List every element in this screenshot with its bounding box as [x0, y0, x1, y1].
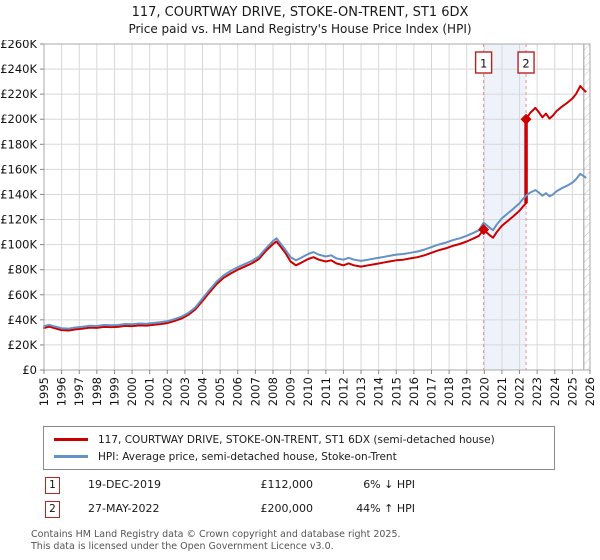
page-subtitle: Price paid vs. HM Land Registry's House … — [128, 22, 472, 36]
x-axis-tick-label: 2019 — [460, 377, 474, 406]
y-axis-tick-label: £160K — [0, 162, 37, 176]
transaction-date: 19-DEC-2019 — [88, 478, 162, 491]
y-axis-tick-label: £180K — [0, 137, 37, 151]
x-axis-tick-label: 2006 — [231, 377, 245, 406]
legend-item-hpi: HPI: Average price, semi-detached house,… — [54, 448, 554, 465]
x-axis-tick-label: 2010 — [301, 377, 315, 406]
transaction-date: 27-MAY-2022 — [88, 502, 160, 515]
x-axis-tick-label: 2011 — [319, 377, 333, 406]
between-sales-band — [483, 44, 527, 370]
transaction-price: £112,000 — [260, 478, 314, 491]
x-axis-tick-label: 2000 — [125, 377, 139, 406]
sale-number-label: 2 — [522, 57, 529, 71]
y-axis-tick-label: £220K — [0, 87, 37, 101]
x-axis-tick-label: 1999 — [107, 377, 121, 406]
y-axis-tick-label: £40K — [8, 313, 38, 327]
transaction-price: £200,000 — [260, 502, 314, 515]
attribution-line-2: This data is licensed under the Open Gov… — [31, 540, 334, 552]
x-axis-tick-label: 2015 — [389, 377, 403, 406]
x-axis-tick-label: 2016 — [407, 377, 421, 406]
y-axis-tick-label: £240K — [0, 62, 37, 76]
x-axis-tick-label: 2003 — [178, 377, 192, 406]
transaction-hpi-diff: 44% ↑ HPI — [356, 502, 415, 515]
x-axis-tick-label: 2020 — [477, 377, 491, 406]
x-axis-tick-label: 2007 — [248, 377, 262, 406]
y-axis-tick-label: £80K — [8, 263, 38, 277]
x-axis-tick-label: 1995 — [37, 377, 51, 406]
x-axis-tick-label: 2002 — [160, 377, 174, 406]
attribution-footer: Contains HM Land Registry data © Crown c… — [31, 529, 591, 552]
x-axis-tick-label: 2024 — [548, 377, 562, 406]
x-axis-tick-label: 2018 — [442, 377, 456, 406]
x-axis-tick-label: 2026 — [583, 377, 597, 406]
sale-marker-diamond-1 — [478, 224, 490, 236]
hpi-line-swatch — [54, 455, 88, 458]
x-axis-tick-label: 2001 — [143, 377, 157, 406]
y-axis-tick-label: £120K — [0, 213, 37, 227]
y-axis-tick-label: £0 — [22, 363, 37, 377]
x-axis-tick-label: 2021 — [495, 377, 509, 406]
x-axis-tick-label: 2017 — [424, 377, 438, 406]
transaction-number-badge: 2 — [45, 501, 60, 518]
y-axis-tick-label: £140K — [0, 187, 37, 201]
page-title: 117, COURTWAY DRIVE, STOKE-ON-TRENT, ST1… — [131, 5, 469, 20]
x-axis-tick-label: 2009 — [284, 377, 298, 406]
x-axis-tick-label: 2014 — [372, 377, 386, 406]
transaction-row-2: 2 27-MAY-2022 £200,000 44% ↑ HPI — [45, 501, 555, 521]
x-axis-tick-label: 2022 — [513, 377, 527, 406]
sale-marker-diamond-2 — [520, 113, 532, 125]
transaction-number-badge: 1 — [45, 477, 60, 494]
chart-legend: 117, COURTWAY DRIVE, STOKE-ON-TRENT, ST1… — [43, 426, 555, 470]
x-axis-tick-label: 1998 — [90, 377, 104, 406]
transaction-hpi-diff: 6% ↓ HPI — [363, 478, 415, 491]
x-axis-tick-label: 2005 — [213, 377, 227, 406]
x-axis-tick-label: 2025 — [565, 377, 579, 406]
sale-number-box-1 — [474, 51, 493, 74]
hpi-average-line — [43, 172, 587, 330]
attribution-line-1: Contains HM Land Registry data © Crown c… — [31, 529, 401, 540]
property-line-swatch — [54, 438, 88, 441]
sale-number-label: 1 — [480, 57, 487, 71]
y-axis-tick-label: £60K — [8, 288, 38, 302]
y-axis-tick-label: £260K — [0, 40, 37, 51]
x-axis-tick-label: 1996 — [55, 377, 69, 406]
legend-item-property: 117, COURTWAY DRIVE, STOKE-ON-TRENT, ST1… — [54, 431, 554, 448]
legend-label: HPI: Average price, semi-detached house,… — [98, 450, 397, 463]
price-history-chart: £0 £20K £40K £60K £80K £100K £120K £140K £160K £1… — [0, 40, 597, 406]
x-axis-tick-label: 2023 — [530, 377, 544, 406]
legend-label: 117, COURTWAY DRIVE, STOKE-ON-TRENT, ST1… — [98, 433, 495, 446]
x-axis-tick-label: 2004 — [196, 377, 210, 406]
y-axis-tick-label: £100K — [0, 238, 37, 252]
y-axis-tick-label: £20K — [8, 338, 38, 352]
x-axis-tick-label: 2013 — [354, 377, 368, 406]
transaction-row-1: 1 19-DEC-2019 £112,000 6% ↓ HPI — [45, 477, 555, 497]
future-hatch-region — [583, 44, 590, 370]
sale-number-box-2 — [517, 51, 535, 74]
x-axis-tick-label: 1997 — [72, 377, 86, 406]
x-axis-tick-label: 2008 — [266, 377, 280, 406]
y-axis-tick-label: £200K — [0, 112, 37, 126]
x-axis-tick-label: 2012 — [336, 377, 350, 406]
